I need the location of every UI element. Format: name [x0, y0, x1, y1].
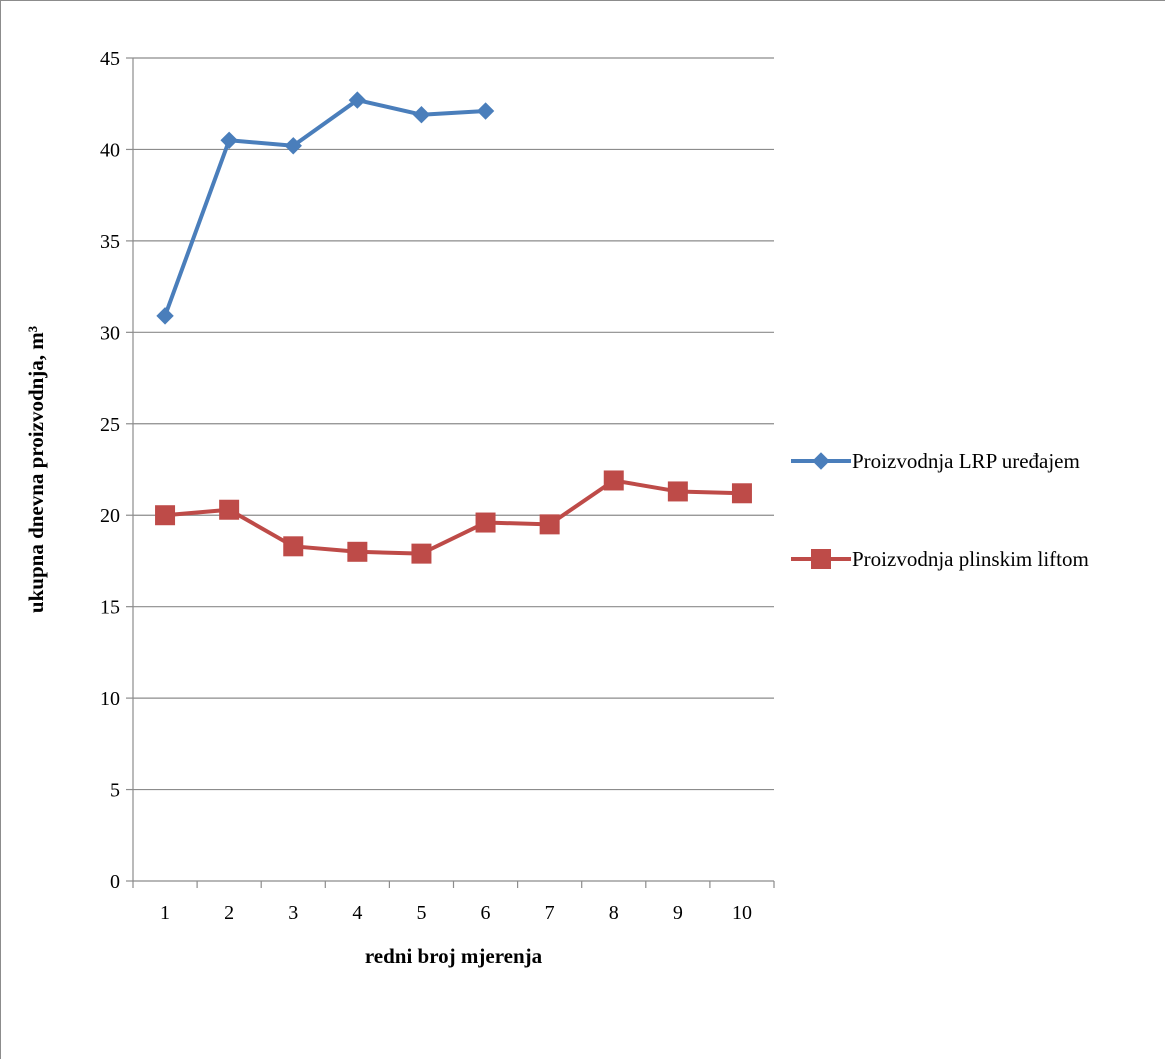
- data-point: [156, 307, 174, 325]
- x-tick-label: 5: [416, 902, 426, 924]
- data-point: [283, 536, 304, 557]
- y-tick-label: 25: [100, 414, 120, 436]
- data-point: [539, 514, 560, 535]
- x-tick-label: 3: [288, 902, 298, 924]
- y-tick-label: 35: [100, 231, 120, 253]
- series-line: [164, 478, 743, 556]
- series-line: [163, 98, 486, 317]
- legend-label: Proizvodnja LRP uređajem: [852, 449, 1080, 473]
- y-tick-label: 15: [100, 597, 120, 619]
- data-point: [603, 470, 624, 491]
- legend: Proizvodnja LRP uređajem Proizvodnja plin…: [791, 449, 1089, 571]
- y-tick-label: 10: [100, 688, 120, 710]
- x-tick-label: 9: [673, 902, 683, 924]
- series-group: [155, 470, 752, 564]
- series-group: [156, 91, 495, 325]
- data-point: [219, 499, 240, 520]
- y-tick-label: 0: [110, 871, 120, 893]
- y-tick-label: 40: [100, 139, 120, 161]
- data-point: [155, 505, 176, 526]
- data-point: [347, 541, 368, 562]
- legend-item: Proizvodnja LRP uređajem: [791, 449, 1080, 473]
- data-point: [412, 105, 431, 124]
- data-point: [348, 91, 367, 109]
- data-point: [284, 137, 302, 155]
- legend-item: Proizvodnja plinskim liftom: [791, 547, 1089, 571]
- y-tick-label: 5: [110, 780, 120, 802]
- data-point: [475, 512, 496, 533]
- x-tick-label: 6: [481, 902, 491, 924]
- data-point: [667, 481, 688, 502]
- legend-label: Proizvodnja plinskim liftom: [852, 547, 1089, 571]
- y-tick-label: 45: [100, 48, 120, 70]
- y-axis-title: ukupna dnevna proizvodnja, m³: [24, 326, 48, 613]
- axes: [126, 57, 775, 888]
- data-point: [411, 543, 432, 564]
- x-tick-label: 10: [732, 902, 752, 924]
- legend-marker: [811, 549, 831, 569]
- data-point: [220, 131, 238, 150]
- y-tick-label: 20: [100, 505, 120, 527]
- x-tick-labels: 1 2 3 4 5 6 7 8 9 10: [160, 902, 752, 924]
- x-tick-label: 8: [609, 902, 619, 924]
- y-tick-labels: 0 5 10 15 20 25 30 35 40 45: [100, 48, 120, 893]
- x-tick-label: 2: [224, 902, 234, 924]
- x-tick-label: 1: [160, 902, 170, 924]
- gridlines: [133, 57, 774, 791]
- data-point: [476, 102, 495, 120]
- x-tick-label: 4: [352, 902, 362, 924]
- data-point: [731, 483, 752, 504]
- series: [155, 91, 752, 564]
- y-tick-label: 30: [100, 322, 120, 344]
- x-tick-label: 7: [545, 902, 555, 924]
- legend-marker: [812, 452, 830, 470]
- x-axis-title: redni broj mjerenja: [365, 944, 543, 968]
